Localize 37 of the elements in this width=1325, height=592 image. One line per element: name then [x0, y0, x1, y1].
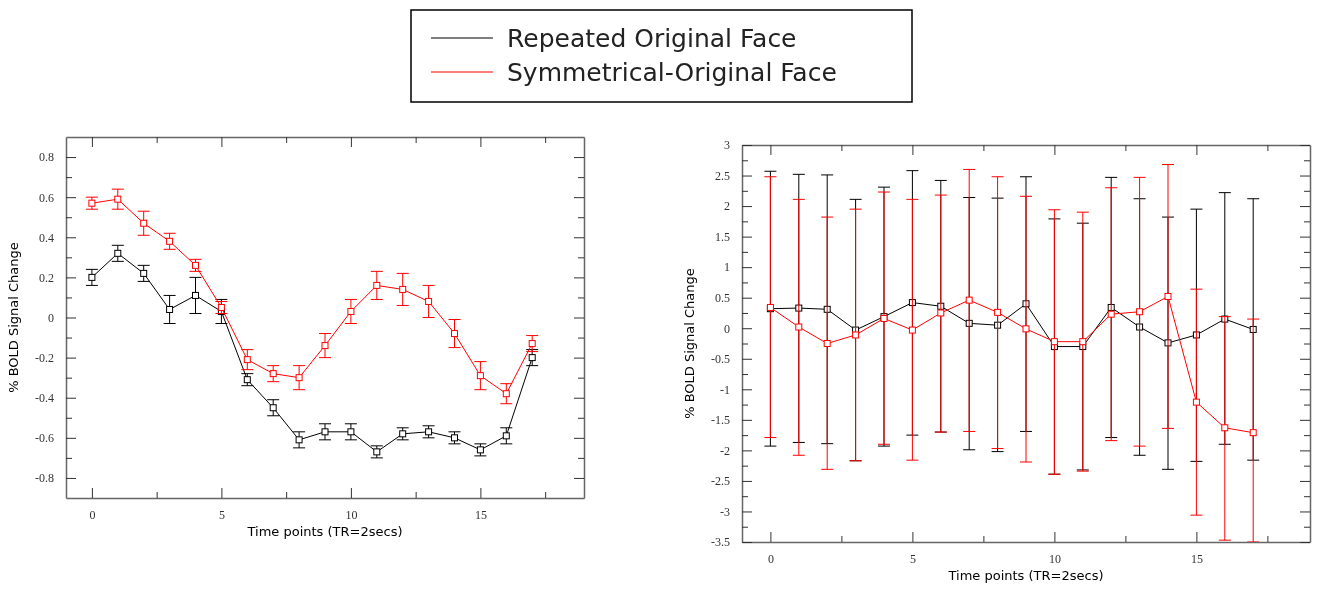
y-tick-label: 0.4: [39, 230, 54, 245]
x-tick-label: 5: [218, 507, 225, 522]
y-tick-label: 2.5: [715, 168, 730, 183]
y-tick-label: -0.5: [711, 352, 730, 367]
y-tick-label: 0.8: [39, 150, 54, 165]
legend-label: Repeated Original Face: [507, 24, 797, 53]
y-tick-label: 0.2: [39, 270, 54, 285]
y-axis-title: % BOLD Signal Change: [682, 268, 697, 419]
y-tick-label: -0.4: [35, 391, 54, 406]
x-tick-label: 0: [89, 507, 96, 522]
x-tick-label: 15: [1190, 551, 1203, 566]
y-axis-title: % BOLD Signal Change: [6, 242, 21, 393]
y-tick-label: 3: [724, 138, 730, 153]
y-tick-label: 1.5: [715, 229, 730, 244]
y-tick-label: -0.6: [35, 431, 54, 446]
y-tick-label: -2: [720, 443, 730, 458]
x-tick-label: 10: [345, 507, 358, 522]
y-tick-label: -2.5: [711, 474, 730, 489]
x-tick-label: 15: [474, 507, 487, 522]
y-tick-label: 1: [724, 260, 730, 275]
y-tick-label: 0: [48, 310, 54, 325]
y-tick-label: 0.5: [715, 291, 730, 306]
x-tick-label: 0: [767, 551, 774, 566]
x-axis-title: Time points (TR=2secs): [246, 524, 403, 539]
y-tick-label: -0.2: [35, 350, 54, 365]
y-tick-label: -1: [720, 382, 730, 397]
y-tick-label: -3: [720, 504, 730, 519]
x-tick-label: 5: [909, 551, 916, 566]
y-tick-label: -0.8: [35, 471, 54, 486]
x-tick-label: 10: [1048, 551, 1061, 566]
y-tick-label: -3.5: [711, 535, 730, 550]
legend-label: Symmetrical-Original Face: [507, 58, 837, 87]
y-tick-label: -1.5: [711, 413, 730, 428]
x-axis-title: Time points (TR=2secs): [947, 568, 1104, 583]
y-tick-label: 2: [724, 199, 730, 214]
y-tick-label: 0.6: [39, 190, 54, 205]
y-tick-label: 0: [724, 321, 730, 336]
